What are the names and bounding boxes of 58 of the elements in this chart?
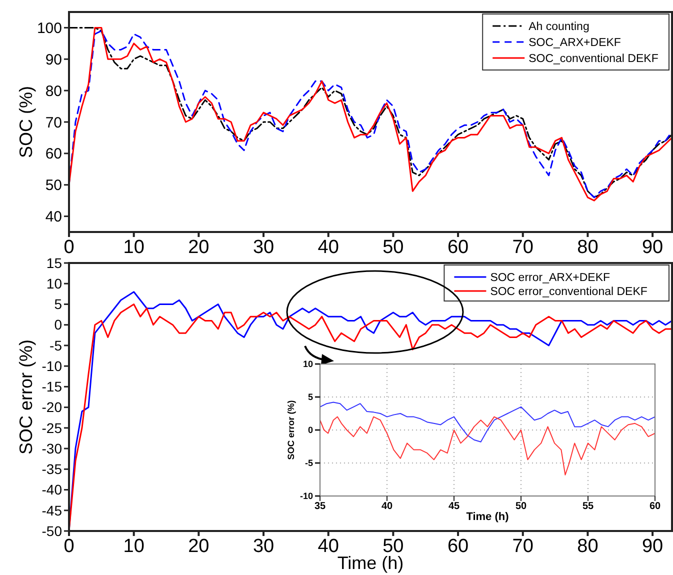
x-tick-label: 35 <box>314 501 326 512</box>
legend-label: SOC_conventional DEKF <box>528 53 658 66</box>
y-tick-label: -30 <box>42 440 62 456</box>
y-tick-label: 100 <box>36 20 62 37</box>
y-tick-label: -25 <box>42 420 62 436</box>
y-tick-label: -10 <box>42 358 62 374</box>
y-tick-label: 90 <box>45 51 62 68</box>
y-tick-label: -40 <box>42 482 62 498</box>
x-tick-label: 70 <box>512 536 534 557</box>
y-tick-label: 60 <box>45 146 62 163</box>
y-tick-label: 10 <box>46 276 62 292</box>
line-series <box>320 402 655 442</box>
y-axis-title: SOC (%) <box>16 86 36 158</box>
legend-label: SOC error_conventional DEKF <box>490 286 648 298</box>
y-tick-label: -20 <box>42 399 62 416</box>
x-tick-label: 60 <box>447 237 469 258</box>
y-tick-label: 70 <box>45 114 62 132</box>
legend-label: SOC_ARX+DEKF <box>528 37 621 50</box>
x-tick-label: 20 <box>188 237 210 258</box>
x-tick-label: 45 <box>448 501 460 512</box>
y-tick-label: -5 <box>304 458 313 468</box>
x-tick-label: 90 <box>642 536 664 557</box>
y-tick-label: 5 <box>308 392 313 402</box>
y-tick-label: -15 <box>42 378 62 395</box>
y-axis-title: SOC error (%) <box>16 339 36 455</box>
x-tick-label: 30 <box>252 237 274 258</box>
x-tick-label: 50 <box>515 501 527 512</box>
x-tick-label: 50 <box>382 237 404 258</box>
y-tick-label: -45 <box>42 502 62 518</box>
x-tick-label: 30 <box>252 536 274 557</box>
y-tick-label: 15 <box>46 254 62 271</box>
y-tick-label: 10 <box>302 359 313 370</box>
y-tick-label: -5 <box>50 337 62 354</box>
x-axis-title: Time (h) <box>466 511 510 523</box>
x-tick-label: 40 <box>381 501 393 512</box>
y-tick-label: 0 <box>308 425 313 436</box>
y-axis-title: SOC error (%) <box>286 400 296 460</box>
x-tick-label: 20 <box>188 536 210 557</box>
y-tick-label: -50 <box>42 522 62 539</box>
y-tick-label: 40 <box>45 208 62 226</box>
y-tick-label: -35 <box>42 461 62 478</box>
x-tick-label: 90 <box>642 237 664 258</box>
x-tick-label: 55 <box>582 501 594 512</box>
x-tick-label: 70 <box>512 237 534 258</box>
legend-label: SOC error_ARX+DEKF <box>490 272 610 284</box>
y-tick-label: 50 <box>45 177 62 194</box>
x-tick-label: 60 <box>447 536 469 557</box>
legend-label: Ah counting <box>528 21 590 34</box>
y-tick-label: -10 <box>300 491 313 502</box>
x-tick-label: 60 <box>649 501 661 512</box>
line-series <box>320 416 655 476</box>
x-tick-label: 10 <box>123 536 144 557</box>
x-tick-label: 80 <box>577 237 598 258</box>
x-tick-label: 10 <box>123 237 144 258</box>
y-tick-label: 0 <box>54 316 62 333</box>
x-tick-label: 80 <box>577 536 598 557</box>
y-tick-label: 5 <box>54 296 62 312</box>
y-tick-label: 80 <box>45 82 62 100</box>
